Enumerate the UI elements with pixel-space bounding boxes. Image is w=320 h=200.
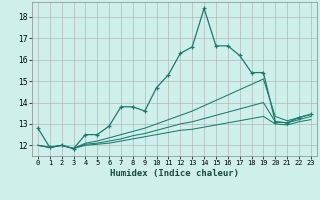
- X-axis label: Humidex (Indice chaleur): Humidex (Indice chaleur): [110, 169, 239, 178]
